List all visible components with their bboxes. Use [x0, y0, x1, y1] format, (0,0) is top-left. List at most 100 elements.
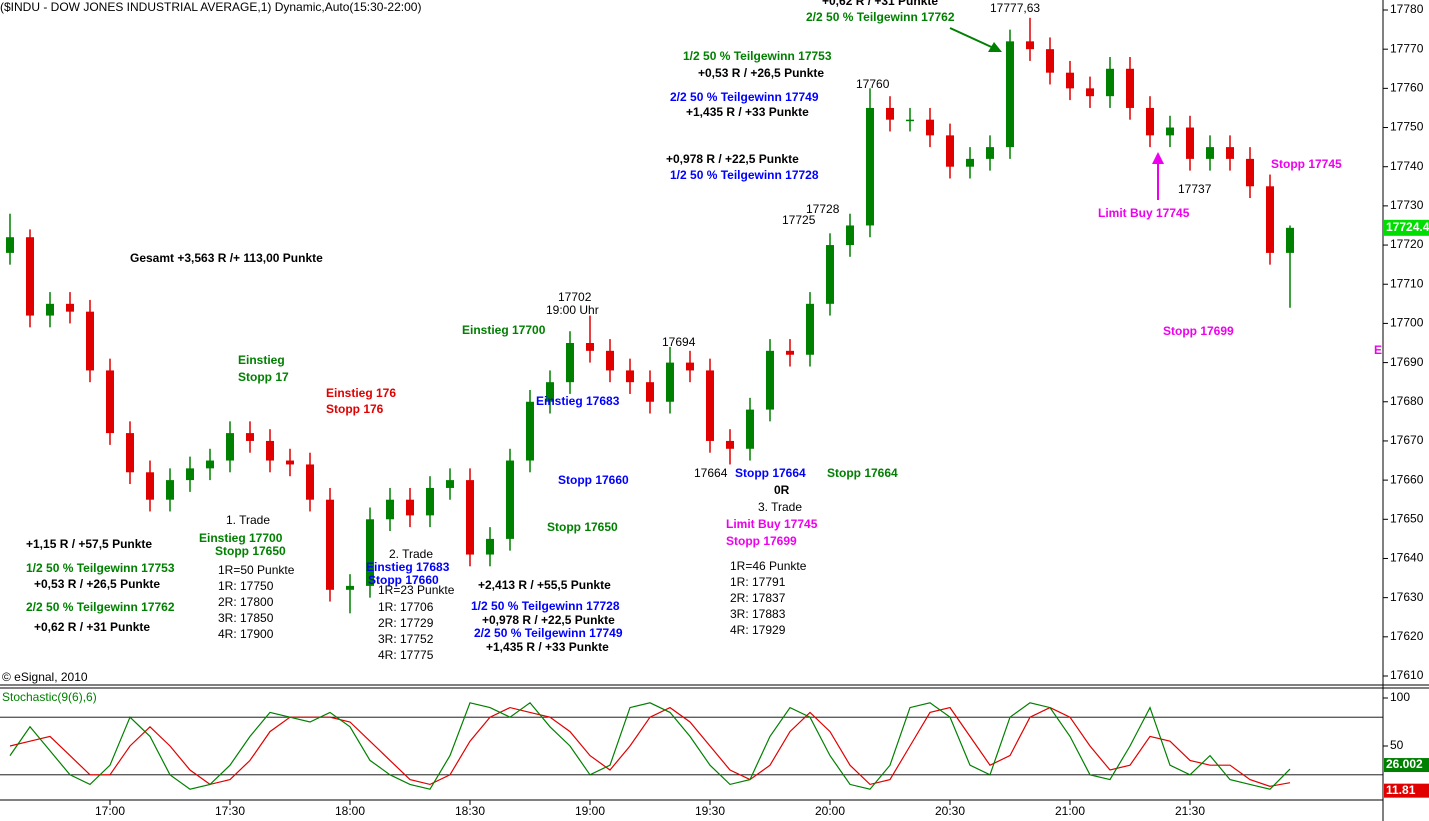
y-tick-label: 17620: [1390, 629, 1424, 643]
candle-body: [406, 499, 414, 516]
x-tick-label: 18:00: [335, 804, 365, 818]
candle-body: [586, 343, 594, 351]
annotation: 2R: 17800: [218, 595, 274, 609]
annotation: 17702: [558, 290, 592, 304]
candle-body: [246, 433, 254, 441]
candle-body: [826, 245, 834, 304]
annotation: 4R: 17775: [378, 648, 434, 662]
candle-body: [806, 303, 814, 355]
candle-body: [966, 158, 974, 167]
candle-body: [106, 370, 114, 434]
annotation: Stopp 17650: [547, 520, 618, 534]
y-tick-label: 17750: [1390, 120, 1424, 134]
annotation: 3R: 17850: [218, 611, 274, 625]
annotation: 1/2 50 % Teilgewinn 17728: [471, 599, 620, 613]
annotation: Stopp 17745: [1271, 157, 1342, 171]
candle-body: [766, 350, 774, 410]
candle-body: [1106, 68, 1114, 97]
annotation: +0,978 R / +22,5 Punkte: [666, 152, 799, 166]
candle-body: [1206, 147, 1214, 159]
credit: © eSignal, 2010: [2, 670, 88, 684]
candle-body: [386, 499, 394, 520]
annotation: 17760: [856, 77, 890, 91]
y-tick-label: 17740: [1390, 159, 1424, 173]
annotation: Einstieg 17700: [462, 323, 546, 337]
last-value-label: 26.002: [1386, 757, 1423, 771]
chart-title: ($INDU - DOW JONES INDUSTRIAL AVERAGE,1)…: [0, 0, 421, 14]
stochastic-line: [9, 706, 1291, 787]
candle-body: [1186, 127, 1194, 159]
candle-body: [726, 440, 734, 449]
candle-body: [6, 237, 14, 253]
candle-body: [686, 362, 694, 371]
candle-body: [1126, 68, 1134, 108]
candle-body: [146, 472, 154, 500]
annotation: 17777,63: [990, 1, 1040, 15]
annotation: Einstieg 17683: [366, 560, 450, 574]
candle-body: [306, 464, 314, 500]
candle-body: [706, 370, 714, 441]
annotation: 2. Trade: [389, 547, 433, 561]
candle-body: [266, 440, 274, 461]
annotation: 1/2 50 % Teilgewinn 17753: [26, 561, 175, 575]
arrow: [1152, 152, 1164, 200]
candle-body: [746, 409, 754, 449]
annotation: 1/2 50 % Teilgewinn 17753: [683, 49, 832, 63]
y-tick-label: 17630: [1390, 590, 1424, 604]
candle-body: [946, 135, 954, 167]
candle-body: [566, 343, 574, 383]
y-tick-label: 17680: [1390, 394, 1424, 408]
annotation: 1/2 50 % Teilgewinn 17728: [670, 168, 819, 182]
candle-body: [1166, 127, 1174, 136]
annotation: +1,435 R / +33 Punkte: [686, 105, 809, 119]
y-tick-label: 17710: [1390, 276, 1424, 290]
candle-body: [166, 480, 174, 500]
candle-body: [1246, 158, 1254, 187]
annotation: Einstieg 176: [326, 386, 396, 400]
y-tick-label: 17730: [1390, 198, 1424, 212]
y-tick-label: 17660: [1390, 472, 1424, 486]
candle-body: [886, 107, 894, 120]
x-tick-label: 20:00: [815, 804, 845, 818]
annotation: 2/2 50 % Teilgewinn 17749: [670, 90, 819, 104]
annotation: 3R: 17752: [378, 632, 434, 646]
candle-body: [526, 401, 534, 461]
candle-body: [126, 433, 134, 473]
annotation: 1R=46 Punkte: [730, 559, 807, 573]
annotation: 1. Trade: [226, 513, 270, 527]
candle-body: [986, 147, 994, 159]
annotation: 17694: [662, 335, 696, 349]
candle-body: [26, 237, 34, 316]
candle-body: [646, 382, 654, 402]
annotation: Stopp 17699: [1163, 324, 1234, 338]
candle-body: [1026, 41, 1034, 50]
candle-body: [926, 119, 934, 136]
y-tick-label: 17720: [1390, 237, 1424, 251]
x-tick-label: 17:00: [95, 804, 125, 818]
candle-body: [1286, 227, 1294, 253]
x-tick-label: 21:30: [1175, 804, 1205, 818]
candle-body: [906, 119, 914, 122]
annotation: 2/2 50 % Teilgewinn 17762: [806, 10, 955, 24]
x-tick-label: 19:00: [575, 804, 605, 818]
candle-body: [846, 225, 854, 246]
candle-body: [466, 480, 474, 555]
candle-body: [626, 370, 634, 383]
annotation: Einstieg 17683: [536, 394, 620, 408]
annotation: 2R: 17837: [730, 591, 786, 605]
candle-body: [346, 585, 354, 590]
annotation: Limit Buy 17745: [726, 517, 818, 531]
candle-body: [1046, 49, 1054, 73]
candle-body: [286, 460, 294, 465]
y-tick-label: 17780: [1390, 2, 1424, 16]
last-price-box: [1384, 219, 1429, 236]
annotation: Stopp 176: [326, 402, 384, 416]
candle-body: [486, 538, 494, 555]
candle-body: [206, 460, 214, 469]
annotation: 1R: 17706: [378, 600, 434, 614]
x-tick-label: 19:30: [695, 804, 725, 818]
candle-body: [326, 499, 334, 590]
candle-body: [506, 460, 514, 539]
annotation: Gesamt +3,563 R /+ 113,00 Punkte: [130, 251, 323, 265]
